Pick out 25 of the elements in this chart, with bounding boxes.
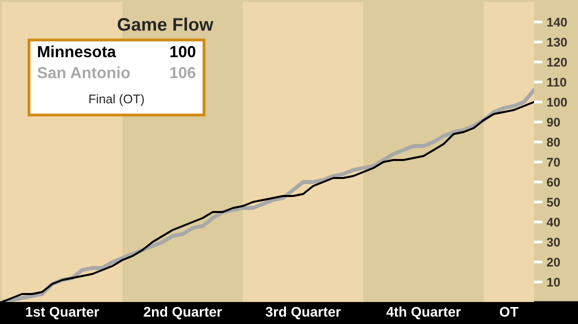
y-tick-label: 140 [547,18,567,27]
text: Game Flow [118,18,214,31]
annotation: 106 [170,66,196,78]
y-tick-label: 110 [547,78,566,87]
y-tick-label: 60 [546,178,560,187]
text: Minnesota [38,46,116,58]
y-tick-label: 30 [546,238,560,247]
y-tick-label: 20 [546,258,560,267]
y-tick-label: 70 [547,158,560,167]
y-tick-label: 90 [546,118,560,127]
text: 1st Quarter [26,306,100,320]
y-tick-label: 120 [547,58,567,67]
text: San Antonio [37,66,130,78]
y-tick-label: 50 [546,198,560,207]
y-tick-label: 130 [547,38,567,47]
text: 4th Quarter [386,306,461,320]
annotation: Final (OT) [89,94,144,106]
y-tick-label: 100 [547,98,567,107]
text: OT [500,306,518,317]
annotation: 100 [170,46,196,58]
y-tick-label: 10 [547,278,560,287]
y-tick-label: 40 [546,218,560,227]
text: 2nd Quarter [144,306,222,320]
y-tick-label: 80 [546,138,560,147]
text: 3rd Quarter [266,306,341,320]
